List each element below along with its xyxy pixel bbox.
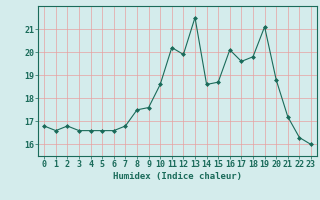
- X-axis label: Humidex (Indice chaleur): Humidex (Indice chaleur): [113, 172, 242, 181]
